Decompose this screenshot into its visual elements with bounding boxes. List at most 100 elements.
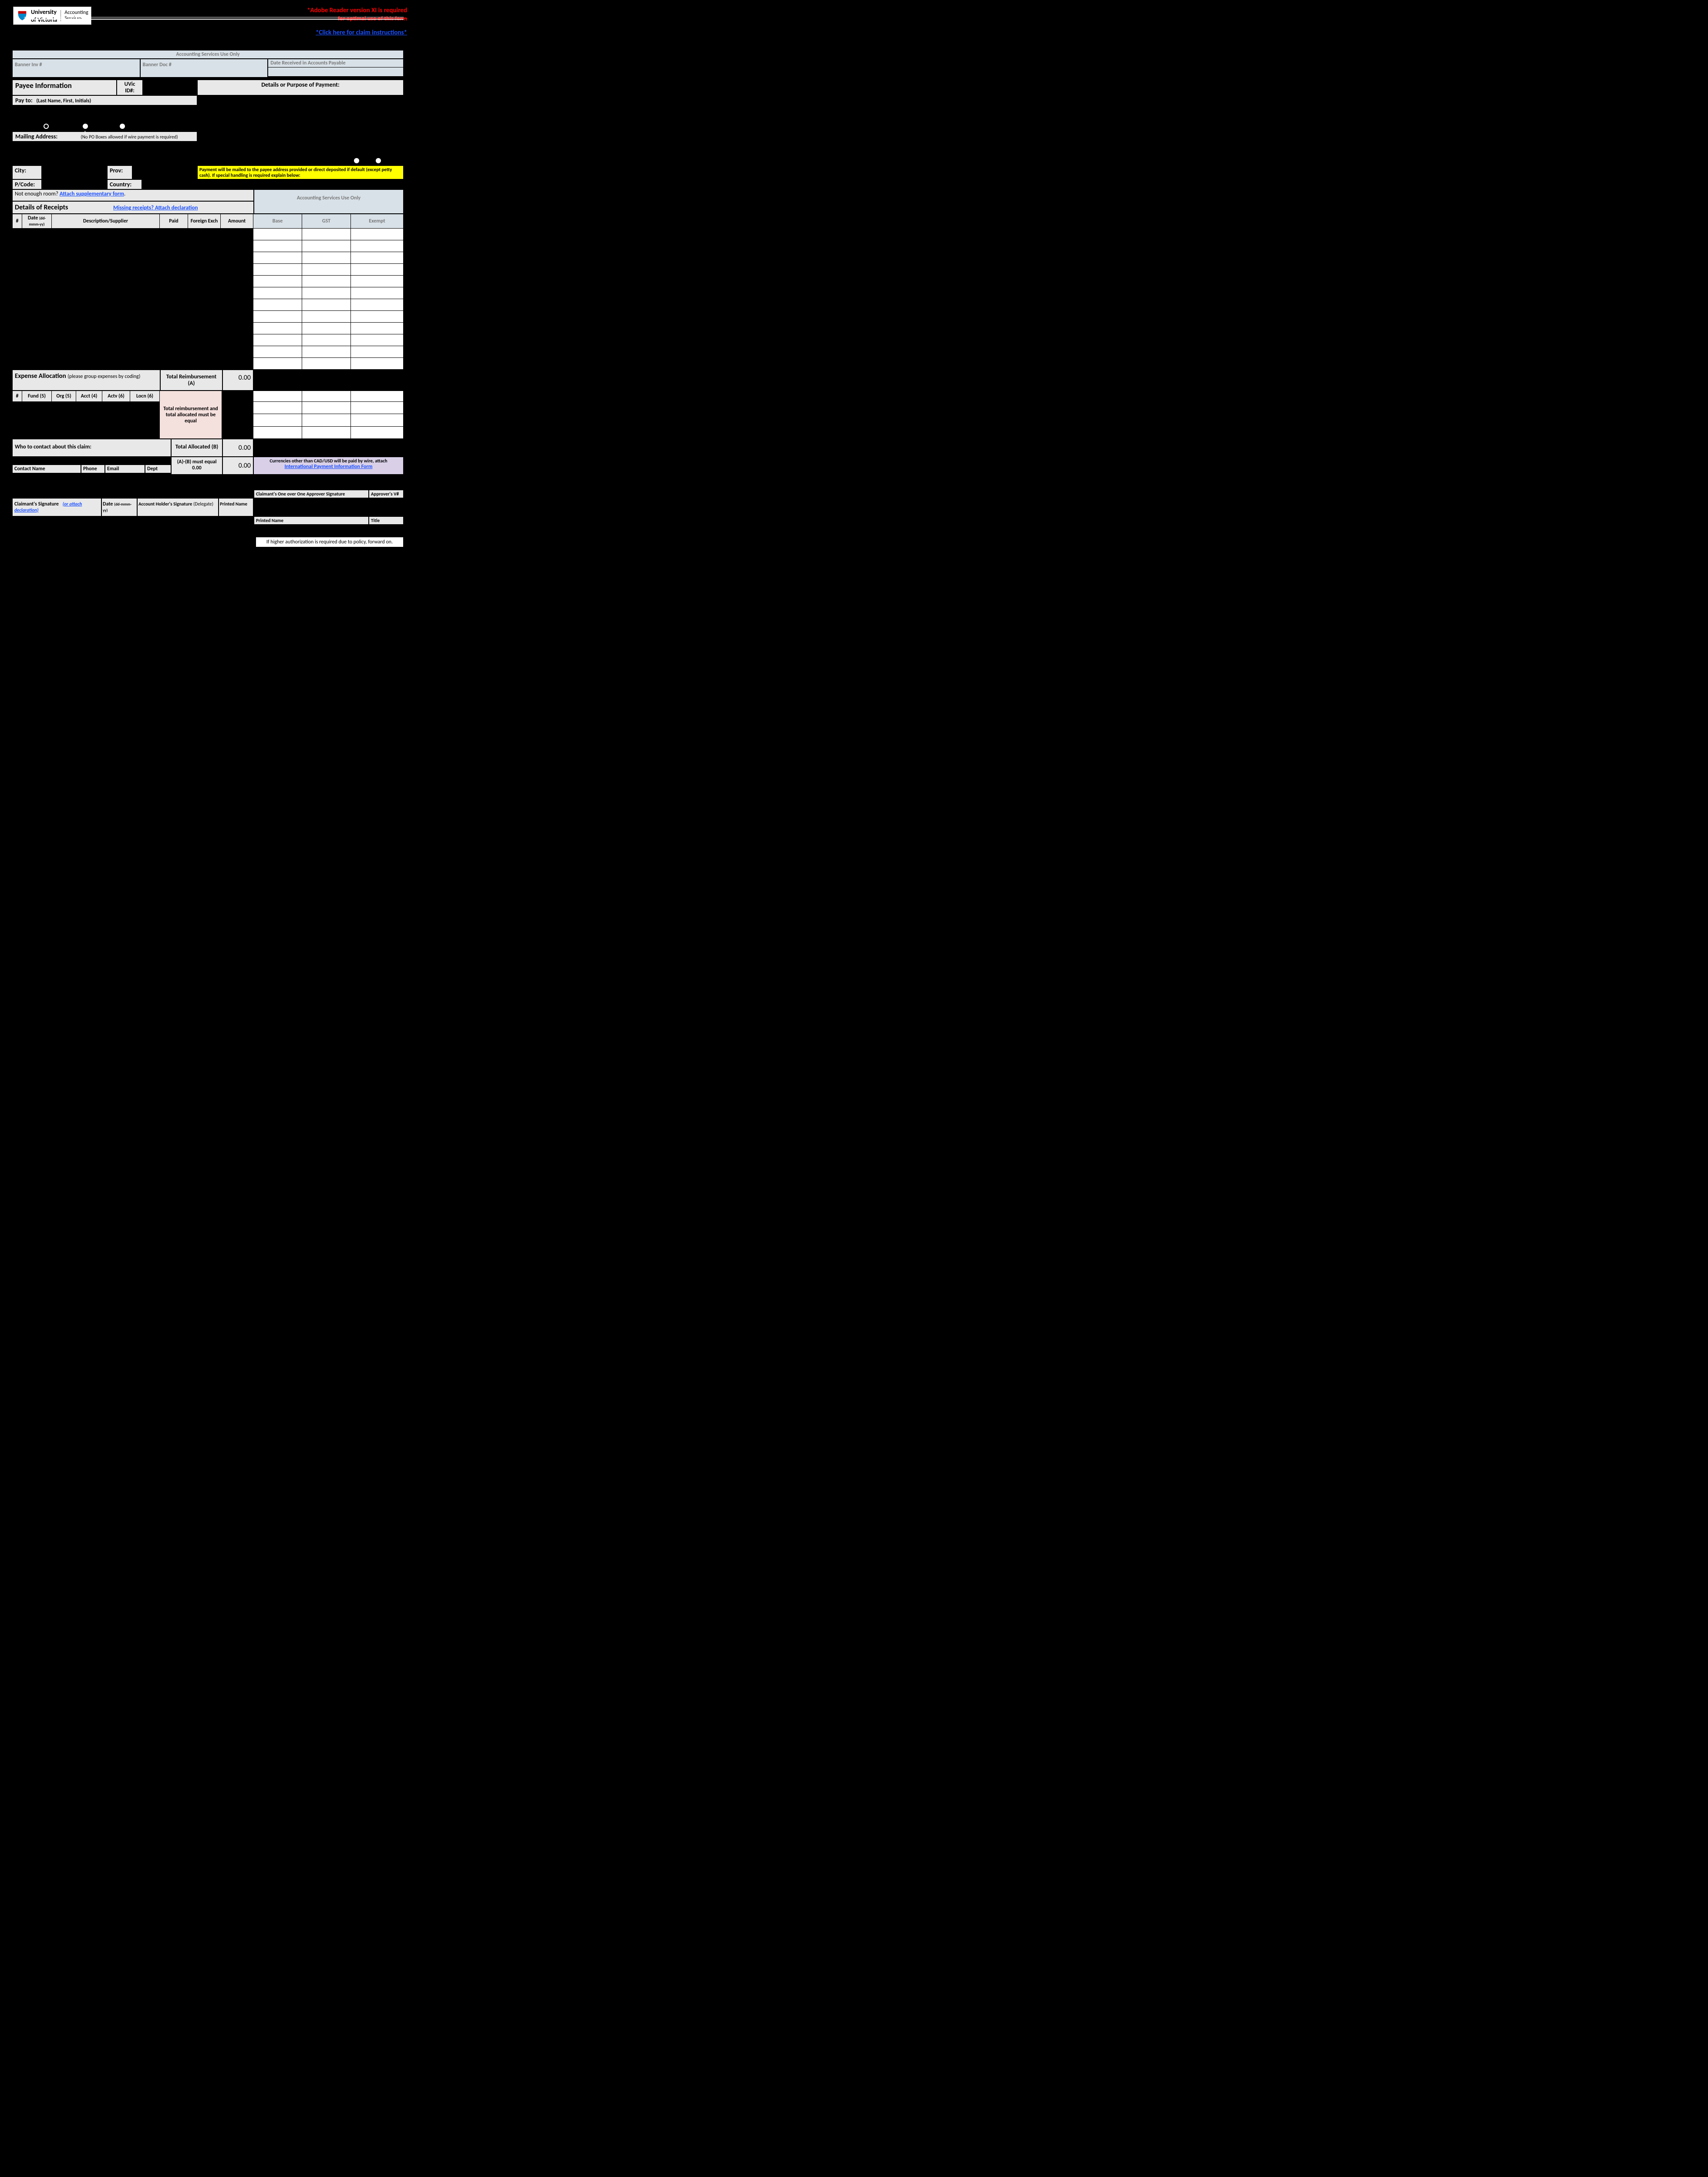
receipts-cell[interactable] [160,311,188,323]
receipts-acct-cell[interactable] [302,311,351,323]
receipts-cell[interactable] [221,323,253,334]
mailing-address-input[interactable] [12,142,197,165]
date-received-input[interactable] [268,67,403,76]
receipts-cell[interactable] [13,334,22,346]
receipts-acct-cell[interactable] [351,358,404,370]
receipts-cell[interactable] [160,276,188,287]
prov-input[interactable] [132,165,186,179]
receipts-cell[interactable] [221,252,253,264]
alloc-acct-gst-4[interactable] [302,426,351,438]
receipts-cell[interactable] [188,323,221,334]
alloc-acct-base-1[interactable] [253,391,302,402]
receipts-acct-cell[interactable] [351,252,404,264]
special-handling-option-1[interactable] [353,156,360,165]
receipts-acct-cell[interactable] [302,229,351,240]
payee-option-2[interactable]: ॥ [82,122,89,130]
receipts-acct-cell[interactable] [302,287,351,299]
receipts-cell[interactable] [188,240,221,252]
receipts-cell[interactable] [160,299,188,311]
receipts-cell[interactable] [160,334,188,346]
receipts-cell[interactable] [221,229,253,240]
receipts-cell[interactable] [188,229,221,240]
receipts-acct-cell[interactable] [351,276,404,287]
receipts-cell[interactable] [221,264,253,276]
receipts-cell[interactable] [221,299,253,311]
receipts-cell[interactable] [160,358,188,370]
receipts-acct-cell[interactable] [253,252,302,264]
receipts-acct-cell[interactable] [253,229,302,240]
alloc-acct-exempt-1[interactable] [351,391,404,402]
receipts-cell[interactable] [188,358,221,370]
receipts-cell[interactable] [188,311,221,323]
alloc-acct-exempt-3[interactable] [351,414,404,426]
receipts-acct-cell[interactable] [302,252,351,264]
receipts-cell[interactable] [188,264,221,276]
special-handling-option-2[interactable] [375,156,382,165]
receipts-cell[interactable] [52,323,160,334]
receipts-acct-cell[interactable] [253,311,302,323]
attach-supplementary-link[interactable]: Attach supplementary form [60,191,124,197]
city-input[interactable] [42,165,107,179]
receipts-cell[interactable] [22,264,52,276]
receipts-cell[interactable] [22,240,52,252]
details-purpose-input[interactable] [197,95,404,105]
receipts-cell[interactable] [13,323,22,334]
receipts-cell[interactable] [52,240,160,252]
receipts-cell[interactable] [160,323,188,334]
receipts-acct-cell[interactable] [253,346,302,358]
receipts-cell[interactable] [52,299,160,311]
alloc-acct-gst-2[interactable] [302,402,351,414]
receipts-cell[interactable] [52,334,160,346]
special-handling-input[interactable] [197,179,404,189]
receipts-cell[interactable] [22,358,52,370]
alloc-acct-base-4[interactable] [253,426,302,438]
receipts-cell[interactable] [22,346,52,358]
receipts-cell[interactable] [188,334,221,346]
receipts-acct-cell[interactable] [351,323,404,334]
pcode-input[interactable] [42,179,107,189]
receipts-cell[interactable] [13,311,22,323]
receipts-acct-cell[interactable] [253,334,302,346]
receipts-cell[interactable] [13,276,22,287]
receipts-acct-cell[interactable] [351,311,404,323]
receipts-acct-cell[interactable] [351,346,404,358]
receipts-acct-cell[interactable] [351,264,404,276]
receipts-cell[interactable] [13,287,22,299]
receipts-cell[interactable] [22,229,52,240]
missing-receipts-link[interactable]: Missing receipts? Attach declaration [113,205,198,211]
receipts-cell[interactable] [221,358,253,370]
alloc-acct-exempt-4[interactable] [351,426,404,438]
receipts-cell[interactable] [22,311,52,323]
receipts-cell[interactable] [22,276,52,287]
receipts-cell[interactable] [22,323,52,334]
receipts-acct-cell[interactable] [253,276,302,287]
payee-option-3[interactable] [119,122,126,130]
receipts-cell[interactable] [221,287,253,299]
receipts-cell[interactable] [160,264,188,276]
alloc-acct-gst-1[interactable] [302,391,351,402]
claim-instructions-link[interactable]: *Click here for claim instructions* [307,29,407,37]
receipts-cell[interactable] [160,240,188,252]
receipts-acct-cell[interactable] [253,287,302,299]
alloc-acct-base-3[interactable] [253,414,302,426]
receipts-cell[interactable] [52,346,160,358]
receipts-cell[interactable] [22,334,52,346]
receipts-cell[interactable] [52,252,160,264]
receipts-acct-cell[interactable] [351,299,404,311]
receipts-cell[interactable] [52,311,160,323]
receipts-cell[interactable] [52,229,160,240]
uvic-id-input[interactable] [143,80,197,95]
receipts-cell[interactable] [22,287,52,299]
receipts-cell[interactable] [160,287,188,299]
receipts-cell[interactable] [52,264,160,276]
alloc-acct-base-2[interactable] [253,402,302,414]
receipts-acct-cell[interactable] [302,334,351,346]
receipts-acct-cell[interactable] [253,264,302,276]
receipts-acct-cell[interactable] [253,299,302,311]
receipts-cell[interactable] [160,252,188,264]
receipts-cell[interactable] [221,334,253,346]
allocation-input-area[interactable] [13,402,160,439]
receipts-acct-cell[interactable] [302,358,351,370]
receipts-cell[interactable] [188,299,221,311]
receipts-cell[interactable] [188,287,221,299]
